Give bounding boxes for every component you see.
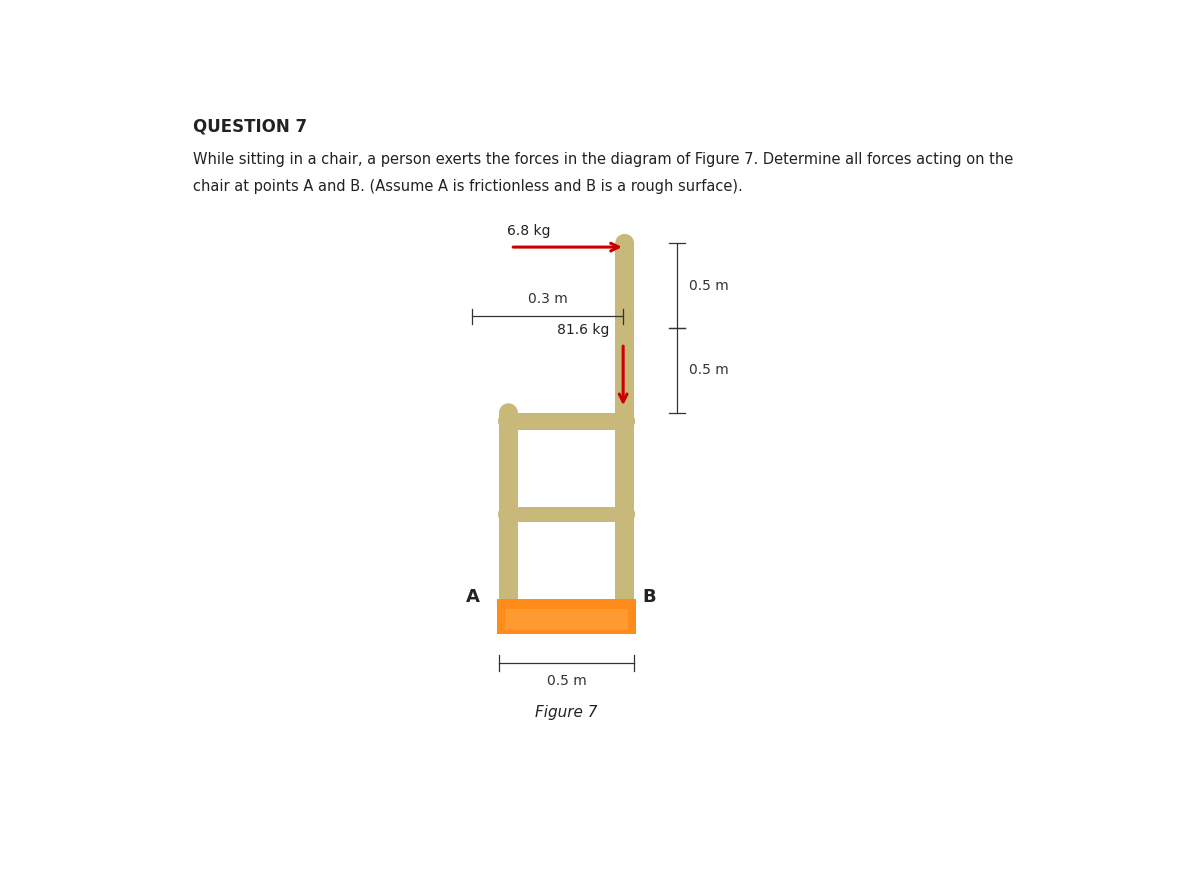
Text: 0.3 m: 0.3 m [528, 292, 568, 306]
Circle shape [616, 412, 635, 431]
Circle shape [499, 404, 517, 421]
Text: A: A [466, 589, 479, 606]
Text: Figure 7: Figure 7 [535, 705, 598, 720]
Text: While sitting in a chair, a person exerts the forces in the diagram of Figure 7.: While sitting in a chair, a person exert… [193, 153, 1013, 167]
Bar [505, 609, 628, 630]
Bar [616, 243, 635, 599]
Text: 6.8 kg: 6.8 kg [506, 224, 550, 238]
Circle shape [499, 505, 518, 524]
Bar [499, 412, 635, 430]
Text: QUESTION 7: QUESTION 7 [193, 118, 307, 136]
Text: 0.5 m: 0.5 m [547, 674, 587, 688]
Text: chair at points A and B. (Assume A is frictionless and B is a rough surface).: chair at points A and B. (Assume A is fr… [193, 180, 743, 194]
Circle shape [616, 235, 634, 252]
Circle shape [616, 505, 635, 524]
Text: 0.5 m: 0.5 m [689, 278, 728, 293]
Bar [499, 507, 635, 522]
Text: B: B [642, 589, 655, 606]
Text: 0.5 m: 0.5 m [689, 364, 728, 378]
Bar [497, 599, 636, 634]
Circle shape [499, 412, 518, 431]
Bar [499, 412, 518, 599]
Text: 81.6 kg: 81.6 kg [557, 324, 610, 337]
